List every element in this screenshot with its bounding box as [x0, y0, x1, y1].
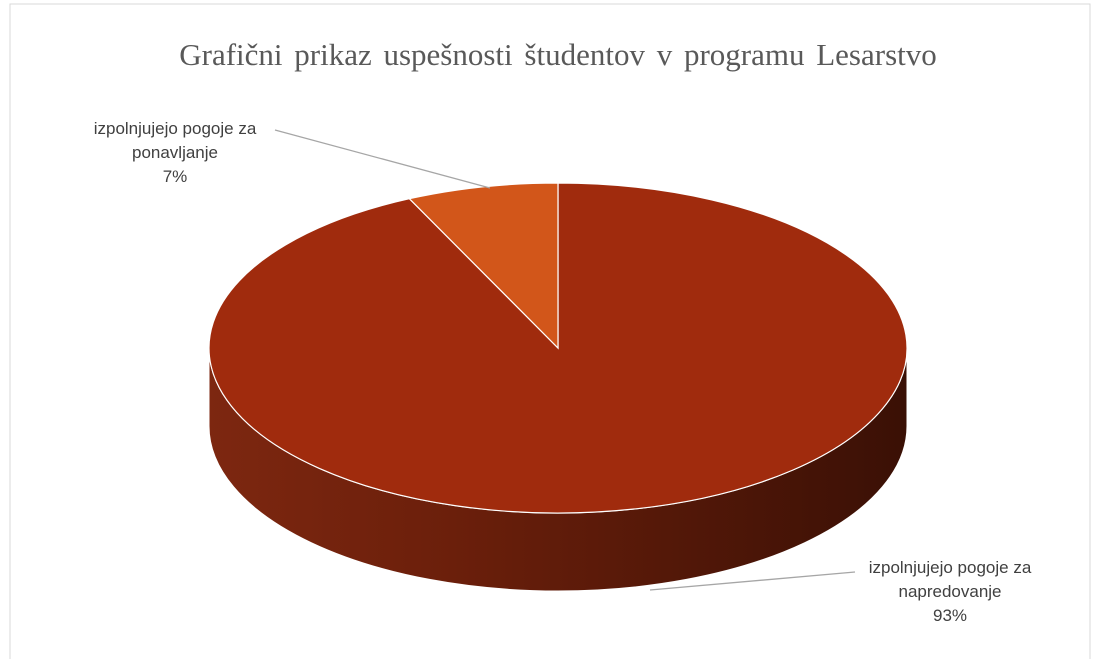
chart-border — [9, 3, 1091, 659]
category-label: izpolnjujejo pogoje za napredovanje — [868, 558, 1032, 601]
leader-line — [649, 571, 856, 591]
data-label: izpolnjujejo pogoje za napredovanje 93% — [845, 556, 1055, 628]
data-label: izpolnjujejo pogoje za ponavljanje 7% — [70, 117, 280, 189]
category-label: izpolnjujejo pogoje za ponavljanje — [93, 119, 257, 162]
leader-line — [274, 129, 491, 189]
chart-title: Grafični prikaz uspešnosti študentov v p… — [179, 37, 937, 72]
value-label: 7% — [162, 167, 188, 186]
pie-slice — [408, 182, 559, 350]
value-label: 93% — [932, 606, 968, 625]
